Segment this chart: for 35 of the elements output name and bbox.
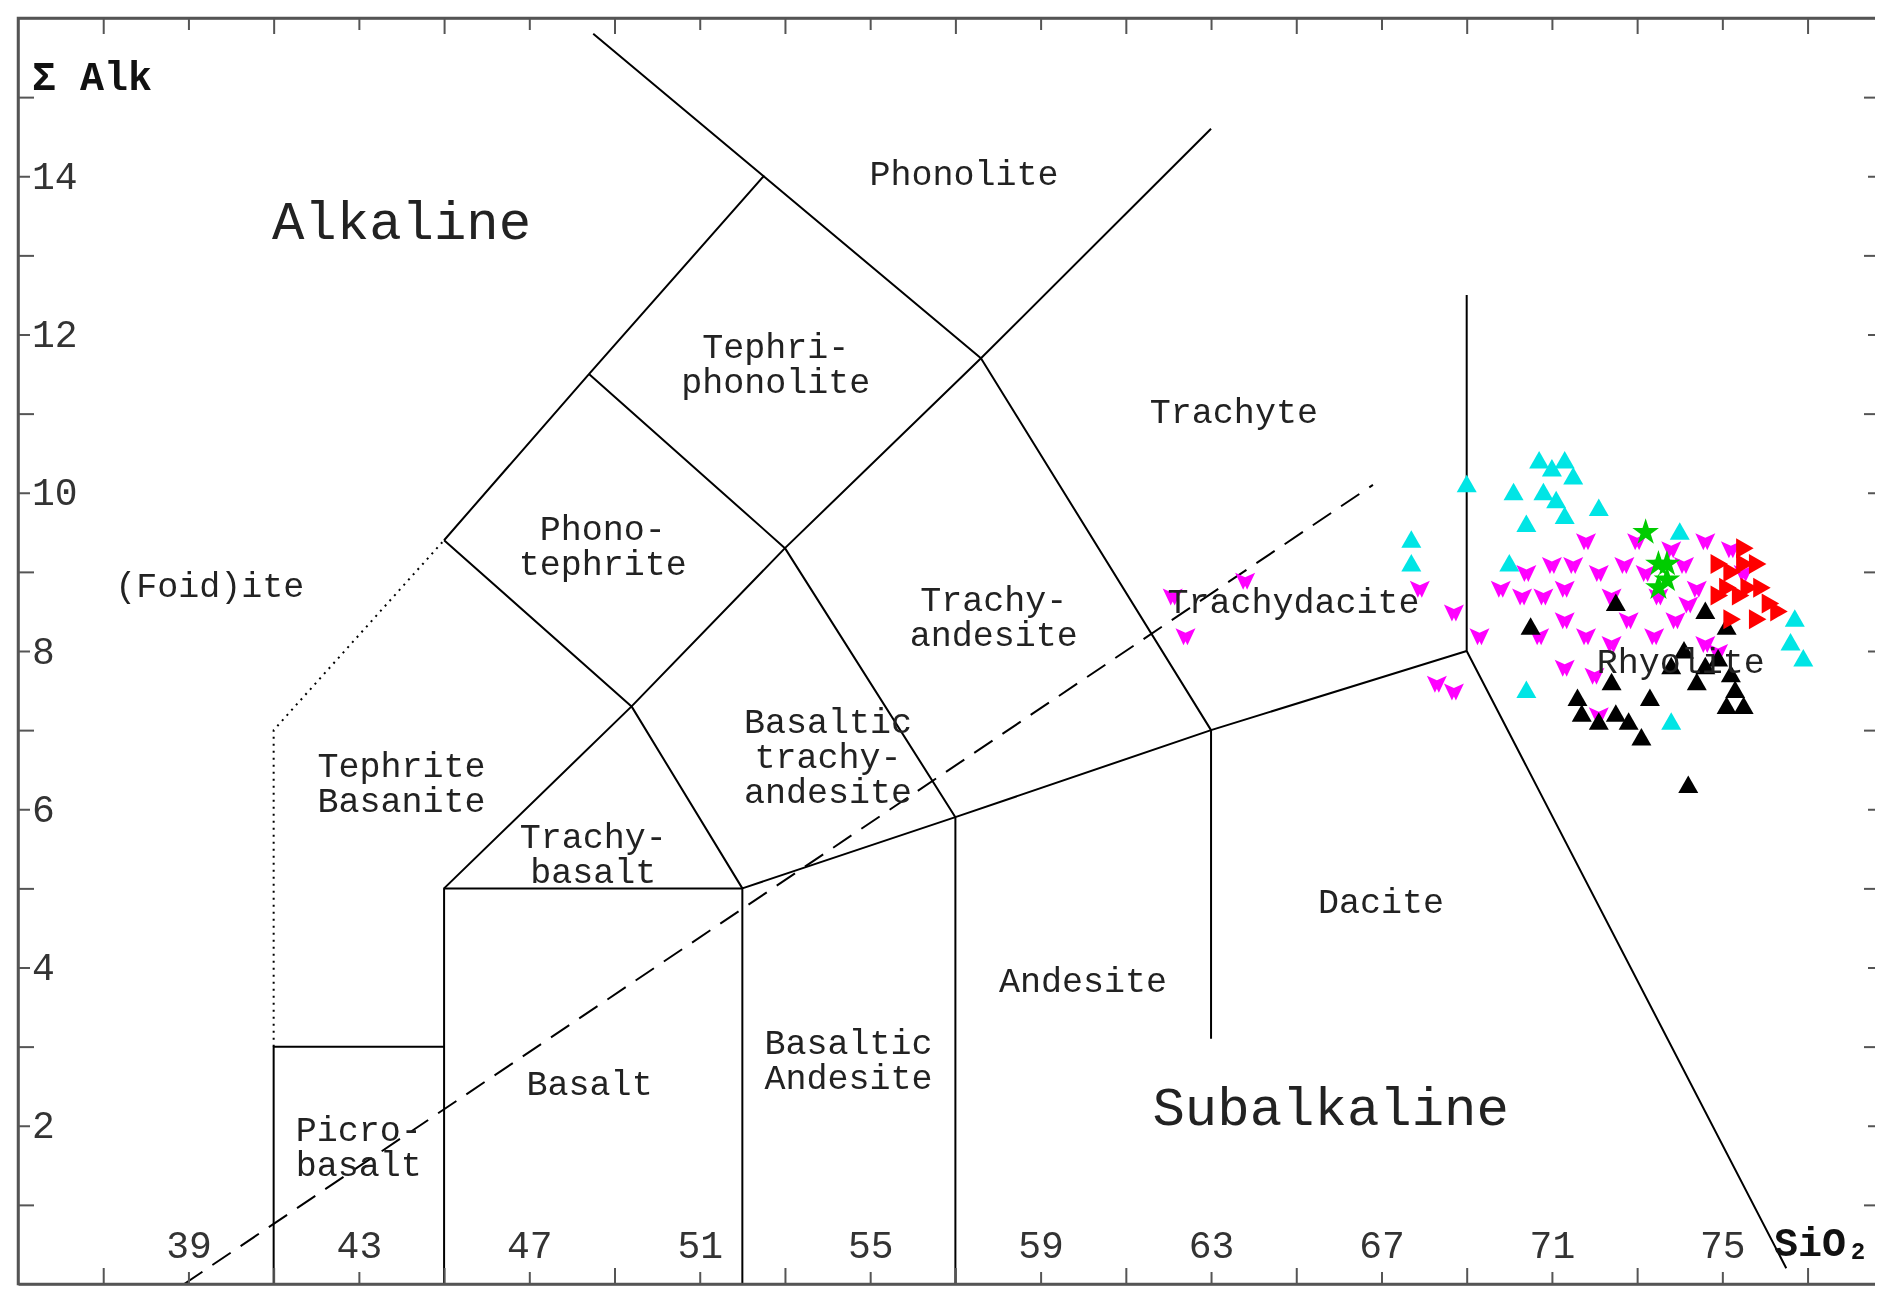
annotation: Trachy- andesite bbox=[909, 581, 1078, 657]
annotation: (Foid)ite bbox=[115, 567, 305, 608]
x-tick-label: 63 bbox=[1188, 1226, 1235, 1269]
y-tick-label: 14 bbox=[32, 156, 78, 200]
y-tick-label: 2 bbox=[32, 1106, 55, 1150]
annotation: Phono- tephrite bbox=[518, 510, 687, 586]
annotation: Alkaline bbox=[271, 193, 532, 255]
annotation: Basalt bbox=[526, 1066, 653, 1107]
annotation: Trachyte bbox=[1149, 393, 1318, 434]
y-tick-label: 10 bbox=[32, 473, 78, 517]
y-axis-title: Σ Alk bbox=[32, 57, 153, 102]
x-tick-label: 71 bbox=[1529, 1226, 1576, 1269]
annotation: Tephri- phonolite bbox=[681, 328, 871, 404]
x-tick-label: 55 bbox=[847, 1226, 894, 1269]
annotation: Phonolite bbox=[869, 156, 1059, 197]
y-tick-label: 6 bbox=[32, 789, 55, 833]
annotation: Trachydacite bbox=[1167, 583, 1420, 624]
x-axis-title: SiO₂ bbox=[1773, 1223, 1870, 1268]
x-tick-label: 67 bbox=[1359, 1226, 1405, 1269]
x-tick-label: 59 bbox=[1018, 1226, 1064, 1269]
x-tick-label: 47 bbox=[507, 1226, 553, 1269]
x-tick-label: 51 bbox=[677, 1226, 724, 1269]
annotation: Subalkaline bbox=[1152, 1079, 1509, 1141]
annotation: Basaltic Andesite bbox=[764, 1024, 933, 1100]
y-tick-label: 4 bbox=[32, 948, 55, 992]
y-tick-label: 8 bbox=[32, 631, 55, 675]
x-tick-label: 39 bbox=[166, 1226, 212, 1269]
annotation: Trachy- basalt bbox=[519, 819, 667, 895]
x-tick-label: 75 bbox=[1700, 1226, 1746, 1269]
x-tick-label: 43 bbox=[336, 1226, 383, 1269]
annotation: Dacite bbox=[1317, 884, 1444, 925]
annotation: Tephrite Basanite bbox=[317, 748, 486, 824]
annotation: Picro- basalt bbox=[295, 1112, 422, 1188]
annotation: Andesite bbox=[999, 963, 1168, 1004]
y-tick-label: 12 bbox=[32, 315, 78, 359]
